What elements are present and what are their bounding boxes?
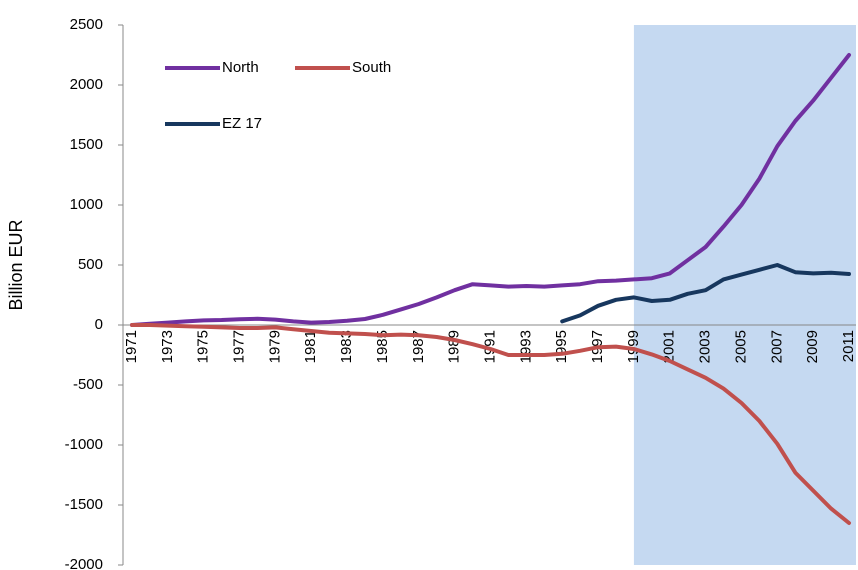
x-tick-label: 1999 bbox=[625, 330, 642, 363]
x-tick-label: 2005 bbox=[732, 330, 749, 363]
x-tick-label: 1979 bbox=[266, 330, 283, 363]
x-tick-label: 1993 bbox=[517, 330, 534, 363]
legend-label: EZ 17 bbox=[222, 115, 262, 132]
y-tick-label: -1500 bbox=[65, 496, 103, 513]
x-tick-label: 1987 bbox=[410, 330, 427, 363]
x-tick-label: 1981 bbox=[302, 330, 319, 363]
x-tick-label: 1971 bbox=[123, 330, 140, 363]
x-tick-label: 1991 bbox=[481, 330, 498, 363]
x-tick-label: 1977 bbox=[230, 330, 247, 363]
x-tick-label: 2011 bbox=[840, 330, 857, 362]
series-line bbox=[130, 53, 851, 327]
legend-label: North bbox=[222, 59, 259, 76]
x-tick-label: 1995 bbox=[553, 330, 570, 363]
x-tick-label: 1975 bbox=[195, 330, 212, 363]
x-tick-label: 1985 bbox=[374, 330, 391, 363]
x-tick-label: 2007 bbox=[768, 330, 785, 363]
y-tick-label: -1000 bbox=[65, 436, 103, 453]
y-tick-label: -2000 bbox=[65, 556, 103, 570]
y-tick-label: 1000 bbox=[70, 196, 103, 213]
y-axis-label: Billion EUR bbox=[6, 219, 26, 310]
y-tick-label: 2500 bbox=[70, 16, 103, 33]
series-line bbox=[560, 263, 851, 324]
x-tick-label: 2003 bbox=[697, 330, 714, 363]
x-tick-label: 1989 bbox=[446, 330, 463, 363]
y-tick-label: 0 bbox=[95, 316, 103, 333]
x-tick-label: 2009 bbox=[804, 330, 821, 363]
legend-label: South bbox=[352, 59, 391, 76]
highlight-region bbox=[633, 25, 856, 565]
y-tick-label: 2000 bbox=[70, 76, 103, 93]
x-tick-label: 1983 bbox=[338, 330, 355, 363]
x-tick-label: 1973 bbox=[159, 330, 176, 363]
y-tick-label: 500 bbox=[78, 256, 103, 273]
y-tick-label: 1500 bbox=[70, 136, 103, 153]
y-tick-label: -500 bbox=[73, 376, 103, 393]
series-line bbox=[130, 323, 851, 525]
x-tick-label: 2001 bbox=[661, 330, 678, 363]
